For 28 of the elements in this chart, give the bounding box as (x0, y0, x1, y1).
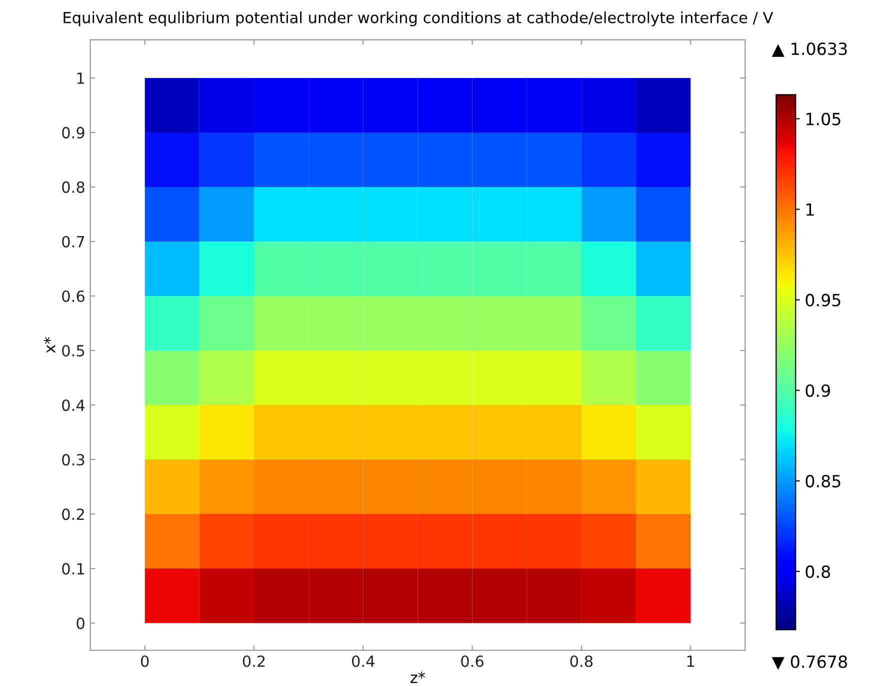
x-tick-label: 0 (140, 655, 149, 668)
y-tick-label: 0.2 (62, 508, 84, 520)
color-bar-label: 0.95 (806, 294, 840, 306)
y-tick-label: 1 (77, 72, 84, 84)
text: ▼ 0.7678 (772, 655, 848, 670)
color-bar-label: 0.85 (806, 474, 840, 488)
y-tick-label: 0.3 (62, 454, 84, 466)
color-bar-label: 0.9 (806, 384, 830, 397)
x-tick-label: 0.8 (570, 655, 593, 668)
y-tick-label: 0.5 (62, 344, 84, 357)
x-axis-title: z* (410, 672, 426, 683)
y-tick-label: 0.4 (62, 399, 85, 412)
y-tick-label: 0.9 (62, 126, 84, 138)
text: ▲ 1.0633 (772, 42, 847, 57)
x-tick-label: 0.6 (461, 655, 484, 668)
x-tick-label: 0.2 (242, 655, 265, 668)
y-axis-title: x* (44, 337, 56, 353)
x-tick-label: 0.4 (352, 655, 374, 668)
y-tick-label: 0.1 (62, 563, 84, 575)
color-bar-label: 0.8 (806, 565, 830, 578)
color-bar-label: 1.05 (806, 112, 840, 126)
y-tick-label: 0.7 (62, 236, 84, 248)
color-bar-label: 1 (806, 203, 814, 216)
y-tick-label: 0 (76, 618, 84, 630)
x-tick-label: 1 (687, 656, 694, 667)
y-tick-label: 0.8 (62, 181, 84, 193)
chart-title: Equivalent equlibrium potential under working conditions at cathode/electrolyte interface / V (64, 12, 774, 26)
y-tick-label: 0.6 (62, 290, 84, 302)
